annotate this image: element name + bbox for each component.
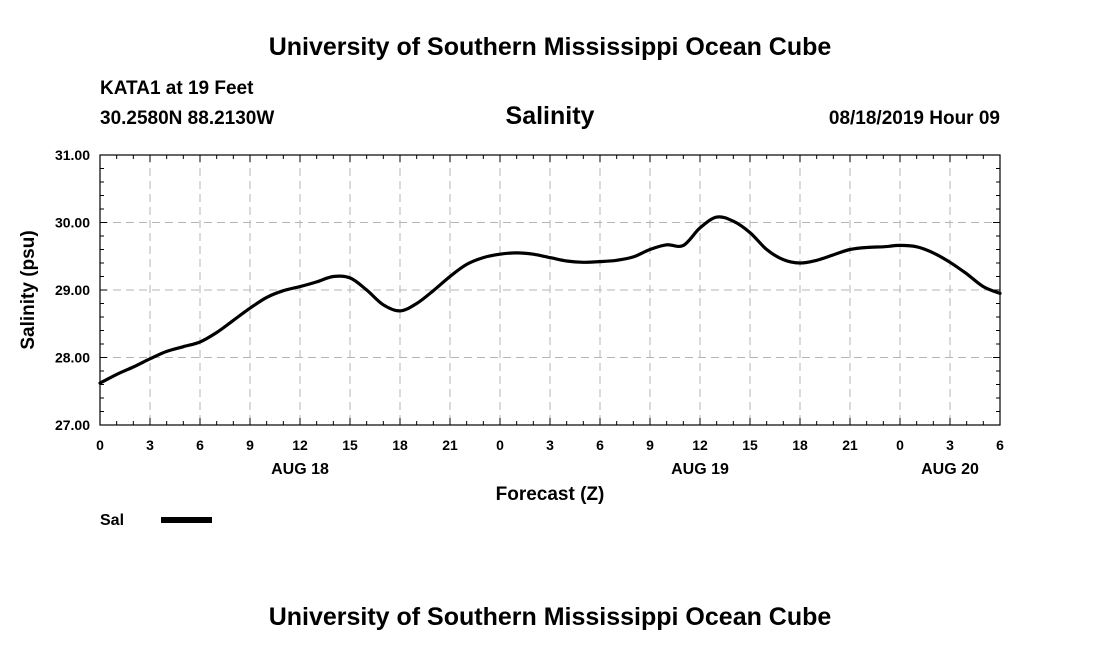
date-label: AUG 18: [271, 461, 329, 478]
data-point: [832, 253, 835, 257]
x-tick-label: 6: [996, 437, 1004, 453]
data-point: [715, 215, 718, 219]
x-tick-label: 9: [646, 437, 654, 453]
x-tick-label: 15: [342, 437, 358, 453]
data-point: [648, 248, 652, 251]
y-tick-label: 27.00: [55, 417, 90, 433]
data-point: [982, 285, 985, 288]
data-point: [482, 256, 485, 259]
data-point: [465, 263, 468, 266]
coordinates-label: 30.2580N 88.2130W: [100, 108, 274, 129]
data-point: [682, 244, 685, 247]
x-tick-label: 3: [946, 437, 954, 453]
x-tick-label: 18: [392, 437, 408, 453]
series: [98, 215, 1002, 385]
data-point: [615, 259, 618, 262]
data-point: [632, 255, 635, 259]
data-point: [282, 289, 285, 292]
legend-label-sal: Sal: [100, 512, 124, 529]
data-point: [815, 259, 818, 262]
x-tick-label: 15: [742, 437, 758, 453]
data-point: [198, 340, 202, 344]
data-point: [515, 251, 518, 255]
data-point: [215, 331, 218, 334]
data-point: [315, 280, 318, 284]
data-point: [798, 261, 802, 265]
x-tick-label: 9: [246, 437, 254, 453]
data-point: [732, 220, 735, 223]
data-point: [698, 226, 702, 230]
datetime-label: 08/18/2019 Hour 09: [829, 108, 1000, 129]
x-tick-label: 0: [496, 437, 504, 453]
data-point: [332, 275, 335, 278]
data-point: [448, 275, 452, 278]
x-tick-label: 0: [896, 437, 904, 453]
data-point: [665, 243, 668, 246]
y-tick-label: 28.00: [55, 350, 90, 366]
data-point: [582, 261, 585, 264]
x-tick-label: 6: [196, 437, 204, 453]
data-point: [398, 309, 402, 313]
data-point: [365, 288, 368, 292]
x-tick-label: 3: [546, 437, 554, 453]
y-axis-title: Salinity (psu): [18, 230, 39, 349]
data-point: [598, 260, 602, 263]
data-point: [915, 245, 918, 248]
data-point: [248, 307, 252, 310]
data-point: [298, 285, 302, 288]
data-point: [165, 350, 168, 353]
data-point: [148, 357, 152, 360]
data-point: [865, 246, 868, 249]
data-point: [98, 381, 102, 385]
data-point: [432, 289, 435, 292]
x-tick-label: 0: [96, 437, 104, 453]
x-axis-title: Forecast (Z): [496, 484, 605, 505]
data-point: [498, 253, 502, 256]
data-point: [115, 373, 118, 376]
data-point: [132, 365, 135, 369]
data-point: [232, 319, 235, 322]
legend: Sal: [100, 512, 212, 529]
data-point: [932, 251, 935, 255]
y-tick-label: 30.00: [55, 215, 90, 231]
x-tick-label: 18: [792, 437, 808, 453]
data-point: [532, 253, 535, 256]
station-label: KATA1 at 19 Feet: [100, 78, 254, 99]
data-point: [765, 248, 768, 251]
data-point: [382, 303, 385, 306]
data-point: [548, 256, 552, 259]
chart-title: Salinity: [506, 102, 595, 130]
data-point: [882, 245, 885, 248]
grid: [100, 155, 1000, 425]
data-point: [782, 258, 785, 261]
data-point: [965, 272, 968, 275]
page-title: University of Southern Mississippi Ocean…: [269, 33, 832, 61]
date-label: AUG 20: [921, 461, 979, 478]
data-point: [415, 302, 418, 305]
axes: [99, 154, 1001, 426]
data-point: [998, 292, 1002, 295]
footer-title: University of Southern Mississippi Ocean…: [269, 603, 832, 631]
axis-labels: 27.00 28.00 29.00 30.00 31.00 0 3 6 9 12 15 18 21 0 3 6…: [55, 147, 1004, 478]
data-point: [898, 244, 902, 247]
data-point: [565, 259, 568, 263]
data-point: [948, 261, 952, 264]
x-tick-label: 12: [292, 437, 308, 453]
data-point: [348, 276, 352, 280]
date-label: AUG 19: [671, 461, 729, 478]
x-tick-label: 21: [842, 437, 858, 453]
x-tick-label: 6: [596, 437, 604, 453]
x-tick-label: 3: [146, 437, 154, 453]
data-point: [748, 231, 752, 234]
data-point: [265, 296, 268, 299]
y-tick-label: 29.00: [55, 282, 90, 298]
data-point: [182, 345, 185, 348]
x-tick-label: 21: [442, 437, 458, 453]
x-tick-label: 12: [692, 437, 708, 453]
data-point: [848, 248, 852, 251]
y-tick-label: 31.00: [55, 147, 90, 163]
